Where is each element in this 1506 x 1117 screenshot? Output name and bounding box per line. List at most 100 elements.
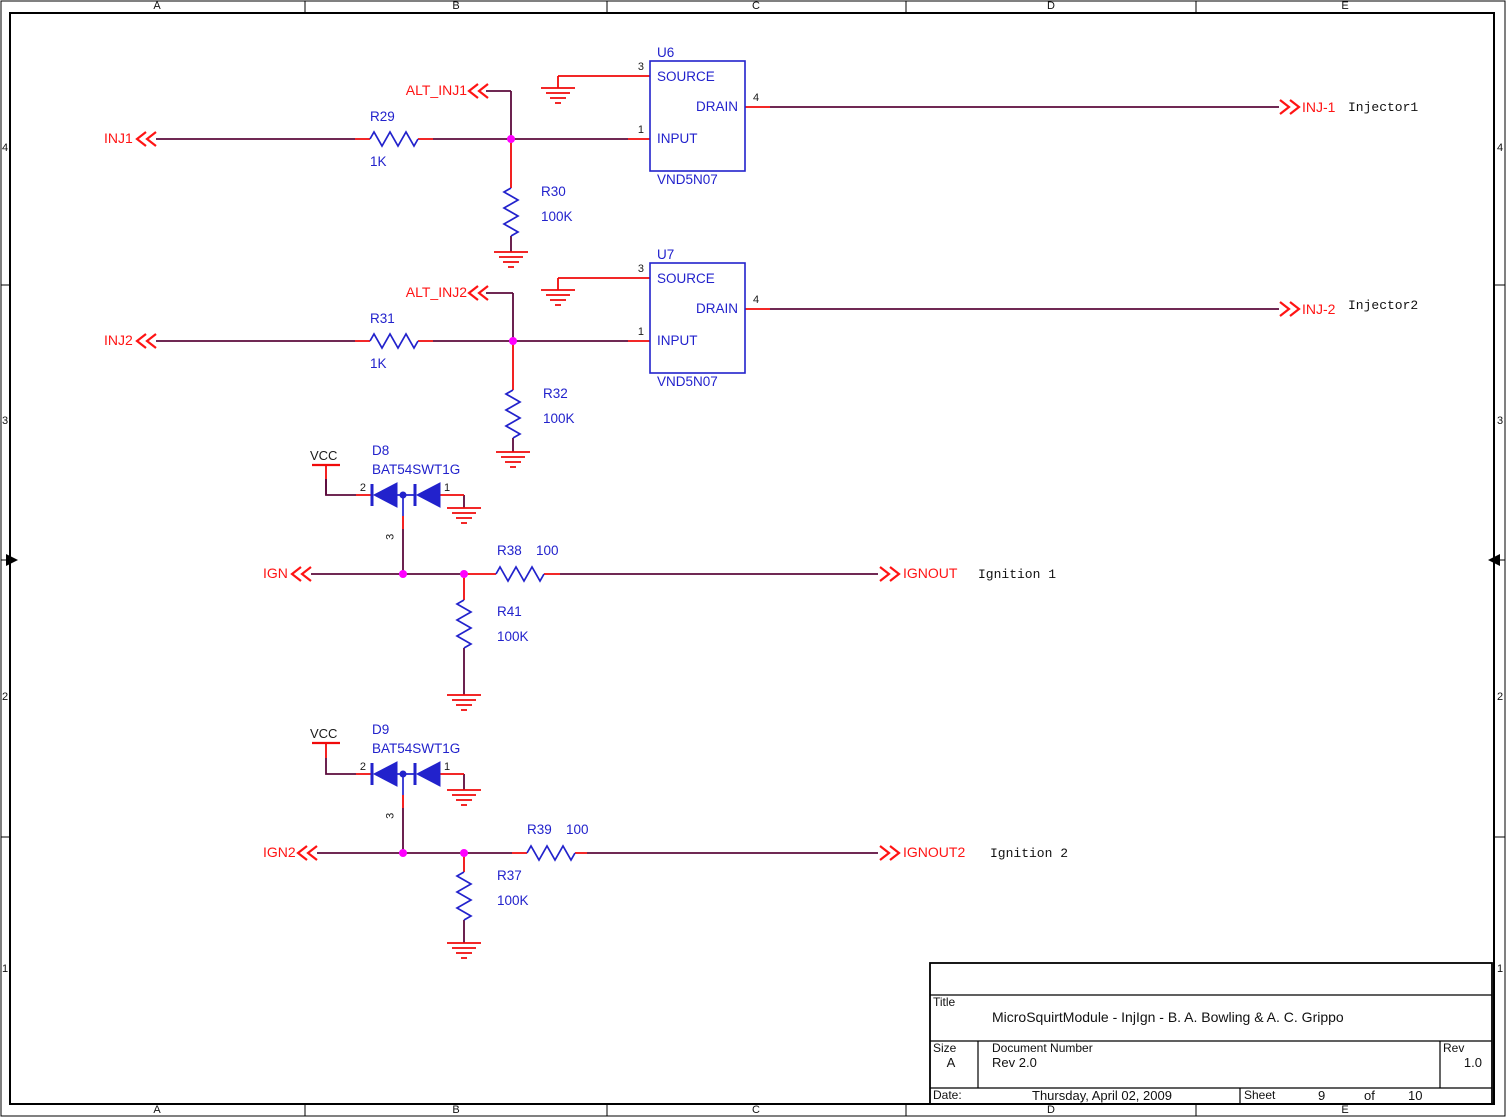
vcc-label: VCC [310, 448, 338, 463]
mosfet-U6-body [649, 60, 746, 172]
refdes-D9: D9 [372, 722, 390, 737]
title-block-sheet-number: 9 [1318, 1088, 1326, 1103]
border-col-label: B [452, 1104, 460, 1116]
diode-D8 [370, 481, 442, 518]
ground-symbol [446, 789, 482, 806]
pin-number: 3 [384, 533, 397, 540]
title-block-of-label: of [1364, 1088, 1375, 1103]
port-label-ign2: IGN2 [263, 844, 296, 860]
ground-symbol [446, 507, 482, 524]
pin-name-drain: DRAIN [695, 301, 738, 316]
resistor-R30 [503, 187, 519, 237]
title-block-rev-label: Rev [1443, 1041, 1465, 1055]
pin-stubs [355, 75, 770, 188]
title-block-title: MicroSquirtModule - InjIgn - B. A. Bowli… [992, 1009, 1344, 1025]
junction-dot [460, 570, 468, 578]
title-block-docnum-label: Document Number [992, 1041, 1093, 1055]
pin-name-input: INPUT [657, 131, 698, 146]
port-chevron-inj-2 [1278, 300, 1291, 318]
port-chevron-inj2 [135, 332, 148, 350]
junction-dot [399, 570, 407, 578]
pin-number: 3 [637, 61, 644, 73]
title-block-title-label: Title [933, 995, 956, 1009]
title-block-size-label: Size [933, 1041, 957, 1055]
junction-dot [399, 849, 407, 857]
border-col-label: B [452, 0, 460, 12]
port-chevron-inj1 [145, 130, 158, 148]
pin-number: 1 [444, 482, 451, 494]
pin-number: 4 [753, 92, 760, 104]
port-label-inj1: INJ1 [104, 130, 133, 146]
refdes-U7: U7 [657, 247, 675, 262]
border-col-label: E [1341, 1104, 1349, 1116]
value-R30: 100K [541, 209, 573, 224]
injector2-circuit [135, 262, 1301, 468]
ground-symbol [540, 87, 576, 104]
pin-stubs [325, 465, 560, 600]
net-note-injector2: Injector2 [1348, 298, 1419, 313]
border-row-label: 1 [1, 963, 9, 975]
resistor-R38 [495, 566, 545, 582]
pin-number: 2 [359, 482, 366, 494]
value-R39: 100 [566, 822, 589, 837]
value-R41: 100K [497, 629, 529, 644]
title-block-rev: 1.0 [1463, 1055, 1482, 1070]
port-label-inj2: INJ2 [104, 332, 133, 348]
ignition2-circuit [296, 741, 901, 959]
border-col-label: D [1047, 0, 1055, 12]
port-chevron-inj-2 [1288, 300, 1301, 318]
border-col-label: C [752, 1104, 760, 1116]
pin-number: 3 [637, 263, 644, 275]
pin-number: 2 [359, 761, 366, 773]
border-col-label: E [1341, 0, 1349, 12]
center-marker-left [6, 554, 18, 566]
pin-number: 4 [753, 294, 760, 306]
border-row-label: 2 [1496, 691, 1504, 703]
port-label-alt-inj1: ALT_INJ1 [405, 82, 467, 98]
part-D8: BAT54SWT1G [372, 462, 461, 477]
net-wires [156, 90, 1279, 495]
port-chevron-inj1 [135, 130, 148, 148]
resistor-R31 [369, 333, 419, 349]
port-chevron-ign2 [306, 844, 319, 862]
title-block-date-label: Date: [933, 1088, 962, 1102]
title-block-sheet-total: 10 [1408, 1088, 1423, 1103]
refdes-U6: U6 [657, 45, 675, 60]
port-label-ignout2: IGNOUT2 [903, 844, 966, 860]
net-note-ignition2: Ignition 2 [990, 846, 1069, 861]
net-note-injector1: Injector1 [1348, 100, 1419, 115]
value-R32: 100K [543, 411, 575, 426]
mosfet-U7-body [649, 262, 746, 374]
resistor-R39 [526, 845, 576, 861]
part-U6: VND5N07 [657, 172, 718, 187]
ground-symbol [446, 942, 482, 959]
vcc-label: VCC [310, 726, 338, 741]
junction-dot [509, 337, 517, 345]
value-R38: 100 [536, 543, 559, 558]
border-row-label: 1 [1496, 963, 1504, 975]
port-chevron-altinj2 [467, 284, 480, 302]
junction-dot [460, 849, 468, 857]
pin-name-source: SOURCE [657, 69, 715, 84]
center-marker-right [1488, 554, 1500, 566]
pin-stubs [355, 277, 770, 390]
junction-dot [507, 135, 515, 143]
pin-number: 1 [637, 326, 644, 338]
ignition1-circuit [290, 463, 901, 711]
port-chevron-ignout2 [888, 844, 901, 862]
title-block-grid [929, 962, 1493, 1105]
port-label-ign: IGN [263, 565, 288, 581]
refdes-R30: R30 [541, 184, 566, 199]
pin-name-input: INPUT [657, 333, 698, 348]
border-row-label: 3 [1496, 415, 1504, 427]
net-wires [311, 479, 878, 695]
pin-stubs [325, 743, 587, 872]
pin-number: 1 [444, 761, 451, 773]
border-col-label: A [153, 0, 161, 12]
refdes-R41: R41 [497, 604, 522, 619]
port-chevron-ign [290, 565, 303, 583]
border-col-label: C [752, 0, 760, 12]
port-chevron-altinj1 [467, 82, 480, 100]
pin-name-source: SOURCE [657, 271, 715, 286]
